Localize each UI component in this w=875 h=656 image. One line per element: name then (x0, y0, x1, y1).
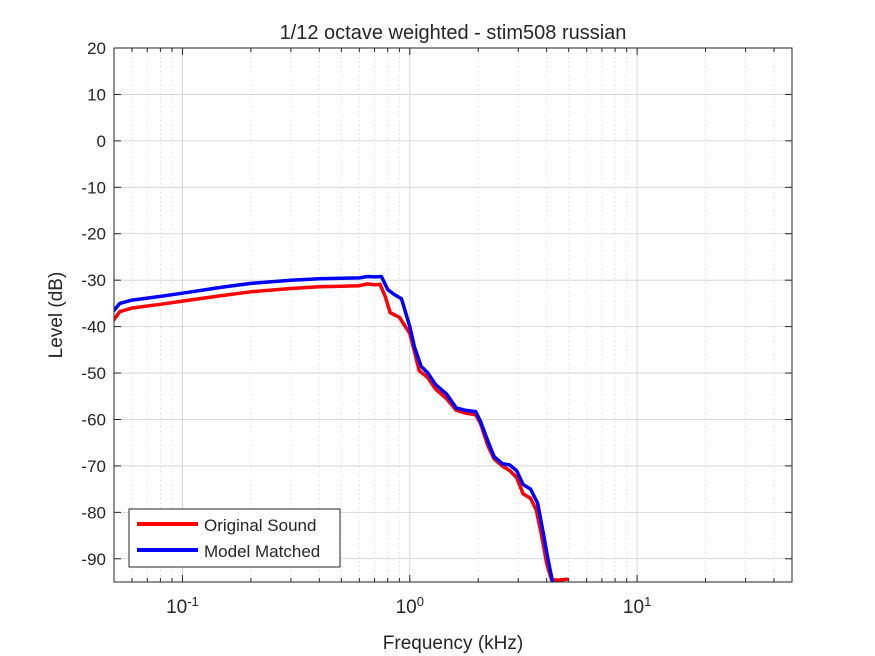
y-axis-label: Level (dB) (46, 272, 67, 359)
minor-grid (131, 48, 775, 582)
x-tick-label: 100 (396, 594, 424, 619)
y-tick-labels: 20 10 0 -10 -20 -30 -40 -50 -60 -70 -80 -90 (81, 39, 106, 569)
chart-title: 1/12 octave weighted - stim508 russian (280, 22, 627, 44)
y-tick-label: 10 (87, 85, 106, 104)
legend: Original Sound Model Matched (128, 508, 341, 568)
y-tick-label: -50 (81, 364, 106, 383)
x-tick-label: 101 (623, 594, 651, 619)
legend-label-original-sound: Original Sound (204, 516, 316, 535)
x-axis-label: Frequency (kHz) (383, 633, 523, 654)
legend-label-model-matched: Model Matched (204, 542, 320, 561)
series-line-original-sound (114, 282, 569, 582)
plot-frame (113, 47, 793, 583)
y-tick-label: -30 (81, 271, 106, 290)
y-tick-label: -40 (81, 318, 106, 337)
y-tick-label: -20 (81, 225, 106, 244)
y-tick-label: 20 (87, 39, 106, 58)
x-tick-label: 10-1 (166, 594, 199, 619)
y-tick-label: -60 (81, 410, 106, 429)
y-tick-label: -80 (81, 503, 106, 522)
y-tick-label: 0 (97, 132, 106, 151)
plot-area (114, 48, 792, 582)
y-tick-label: -70 (81, 457, 106, 476)
x-tick-labels: 10-1 100 101 (166, 594, 651, 619)
legend-box (128, 508, 341, 568)
y-tick-label: -10 (81, 178, 106, 197)
series-line-model-matched (114, 274, 555, 582)
ticks-layer (114, 47, 792, 582)
series-layer (114, 274, 569, 582)
y-tick-label: -90 (81, 550, 106, 569)
